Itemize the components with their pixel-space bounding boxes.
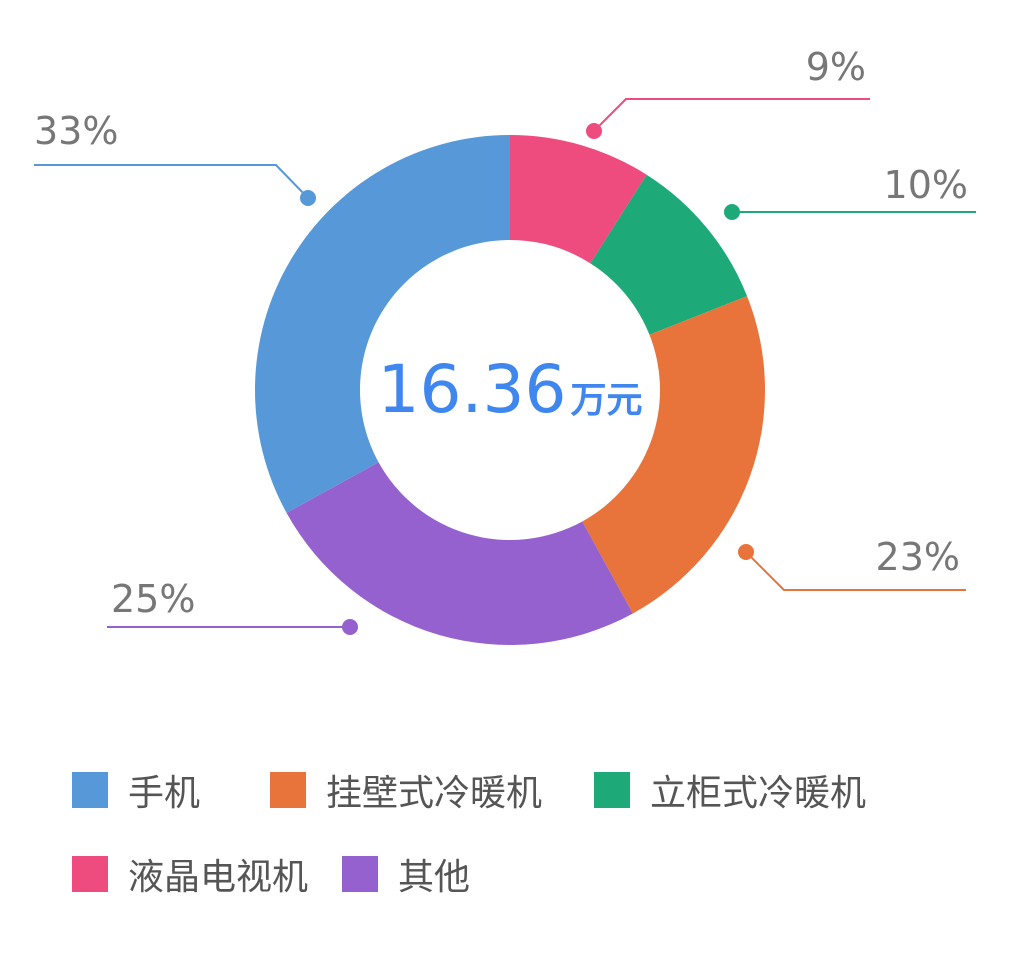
slice-lcd-tv[interactable] [510,135,647,264]
legend-row-2: 液晶电视机 其他 [72,846,992,902]
slice-label-phone: 33% [34,109,118,153]
legend-label-other: 其他 [398,857,471,898]
slice-phone[interactable] [255,135,510,513]
center-total-unit: 万元 [570,380,642,421]
legend-label-phone: 手机 [128,773,201,814]
leader-line-lcd-tv [593,98,870,132]
slice-label-other: 25% [111,577,195,621]
legend-swatch-other [342,856,378,892]
legend-item-cabinet-ac[interactable]: 立柜式冷暖机 [594,764,866,816]
legend-swatch-wall-ac [270,772,306,808]
slice-wall-ac[interactable] [582,296,765,614]
slice-cabinet-ac[interactable] [590,174,748,335]
legend-item-wall-ac[interactable]: 挂壁式冷暖机 [270,764,594,816]
slices-group [255,135,765,645]
legend-label-lcd-tv: 液晶电视机 [128,857,309,898]
leader-dot-cabinet-ac [724,204,740,220]
legend-item-other[interactable]: 其他 [342,848,470,900]
slice-label-wall-ac: 23% [876,535,960,579]
legend-swatch-lcd-tv [72,856,108,892]
legend: 手机 挂壁式冷暖机 立柜式冷暖机 液晶电视机 其他 [72,762,992,930]
slice-label-lcd-tv: 9% [806,45,866,89]
center-total: 16.36 万元 [378,351,643,428]
slice-label-cabinet-ac: 10% [884,163,968,207]
legend-row-1: 手机 挂壁式冷暖机 立柜式冷暖机 [72,762,992,818]
leader-line-phone [34,164,309,199]
legend-item-lcd-tv[interactable]: 液晶电视机 [72,848,342,900]
legend-label-cabinet-ac: 立柜式冷暖机 [650,773,867,814]
leader-dot-phone [300,190,316,206]
leader-lines-group: 9% 10% 23% 25% 33% [34,45,976,635]
legend-label-wall-ac: 挂壁式冷暖机 [326,773,543,814]
leader-dot-lcd-tv [586,123,602,139]
legend-item-phone[interactable]: 手机 [72,764,270,816]
legend-swatch-cabinet-ac [594,772,630,808]
slice-other[interactable] [286,462,633,645]
legend-swatch-phone [72,772,108,808]
leader-dot-other [342,619,358,635]
leader-dot-wall-ac [738,544,754,560]
center-total-value: 16.36 [378,351,567,428]
leader-line-wall-ac [745,551,966,591]
donut-chart: 9% 10% 23% 25% 33% 16.36 万元 [34,45,976,645]
